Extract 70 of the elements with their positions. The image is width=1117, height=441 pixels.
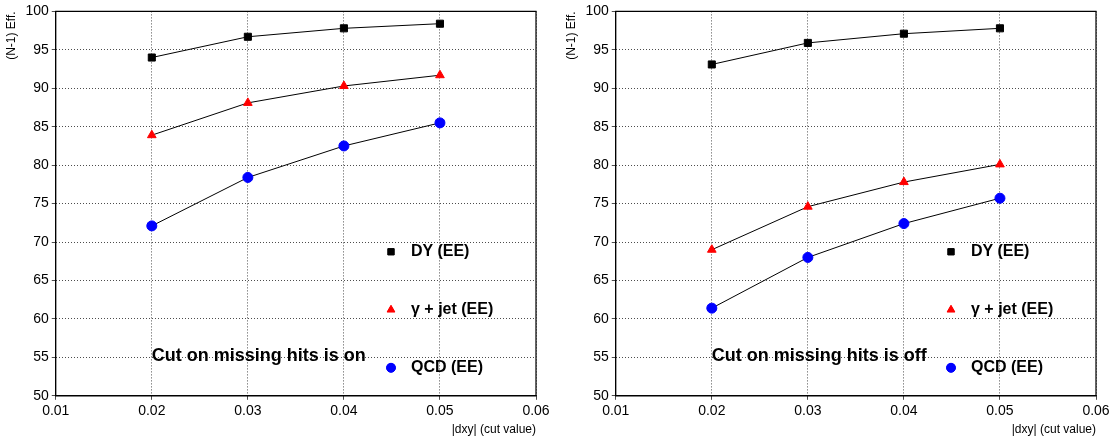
point bbox=[146, 220, 158, 232]
x-tick-label: 0.02 bbox=[698, 402, 726, 419]
y-tick-label: 65 bbox=[593, 271, 609, 288]
x-tick-label: 0.04 bbox=[330, 402, 358, 419]
y-tick-label: 100 bbox=[585, 2, 609, 19]
y-tick-label: 80 bbox=[593, 156, 609, 173]
point bbox=[434, 117, 446, 129]
y-tick-label: 70 bbox=[593, 232, 609, 249]
point bbox=[802, 251, 814, 263]
x-tick-label: 0.05 bbox=[986, 402, 1014, 419]
y-tick-label: 90 bbox=[33, 79, 49, 96]
x-tick-label: 0.04 bbox=[890, 402, 918, 419]
y-tick-label: 70 bbox=[33, 232, 49, 249]
point bbox=[146, 129, 157, 139]
point bbox=[706, 302, 718, 314]
y-tick-label: 95 bbox=[33, 40, 49, 57]
x-axis-title: |dxy| (cut value) bbox=[451, 422, 536, 437]
legend-label: γ + jet (EE) bbox=[971, 300, 1054, 318]
y-tick-label: 85 bbox=[33, 117, 49, 134]
point bbox=[803, 201, 813, 210]
x-tick-label: 0.01 bbox=[602, 402, 630, 419]
x-tick-label: 0.01 bbox=[42, 402, 70, 419]
point bbox=[899, 176, 909, 186]
legend-label: DY (EE) bbox=[971, 242, 1030, 260]
point bbox=[338, 140, 350, 152]
point bbox=[339, 24, 348, 33]
x-tick-label: 0.06 bbox=[1082, 402, 1110, 419]
y-tick-label: 75 bbox=[593, 194, 609, 211]
y-tick-label: 80 bbox=[33, 156, 49, 173]
point bbox=[706, 244, 717, 253]
point bbox=[899, 29, 908, 38]
annotation: Cut on missing hits is off bbox=[711, 344, 928, 365]
x-tick-label: 0.05 bbox=[426, 402, 454, 419]
y-tick-label: 85 bbox=[593, 117, 609, 134]
point bbox=[147, 53, 156, 62]
x-tick-label: 0.02 bbox=[138, 402, 166, 419]
y-tick-label: 60 bbox=[33, 309, 49, 326]
y-tick-label: 55 bbox=[593, 348, 609, 365]
legend-label: QCD (EE) bbox=[971, 358, 1043, 376]
point bbox=[994, 192, 1006, 204]
legend-label: γ + jet (EE) bbox=[411, 300, 494, 318]
point bbox=[995, 158, 1005, 168]
y-tick-label: 75 bbox=[33, 194, 49, 211]
y-tick-label: 50 bbox=[593, 386, 609, 403]
y-tick-label: 55 bbox=[33, 348, 49, 365]
point bbox=[242, 171, 254, 183]
x-tick-label: 0.03 bbox=[794, 402, 822, 419]
point bbox=[435, 19, 444, 28]
y-tick-label: 50 bbox=[33, 386, 49, 403]
point bbox=[803, 38, 812, 47]
point bbox=[339, 80, 349, 89]
x-tick-label: 0.06 bbox=[522, 402, 550, 419]
point bbox=[243, 97, 253, 106]
y-tick-label: 65 bbox=[33, 271, 49, 288]
point bbox=[995, 24, 1004, 33]
y-tick-label: 60 bbox=[593, 309, 609, 326]
point bbox=[707, 60, 716, 69]
y-tick-label: 100 bbox=[25, 2, 49, 19]
x-tick-label: 0.03 bbox=[234, 402, 262, 419]
y-tick-label: 90 bbox=[593, 79, 609, 96]
legend-label: QCD (EE) bbox=[411, 358, 483, 376]
y-tick-label: 95 bbox=[593, 40, 609, 57]
annotation: Cut on missing hits is on bbox=[151, 344, 366, 365]
point bbox=[898, 218, 910, 230]
point bbox=[435, 69, 445, 79]
legend-label: DY (EE) bbox=[411, 242, 470, 260]
point bbox=[243, 32, 252, 41]
x-axis-title: |dxy| (cut value) bbox=[1011, 422, 1096, 437]
y-axis-title: (N-1) Eff. bbox=[3, 11, 18, 60]
y-axis-title: (N-1) Eff. bbox=[563, 11, 578, 60]
